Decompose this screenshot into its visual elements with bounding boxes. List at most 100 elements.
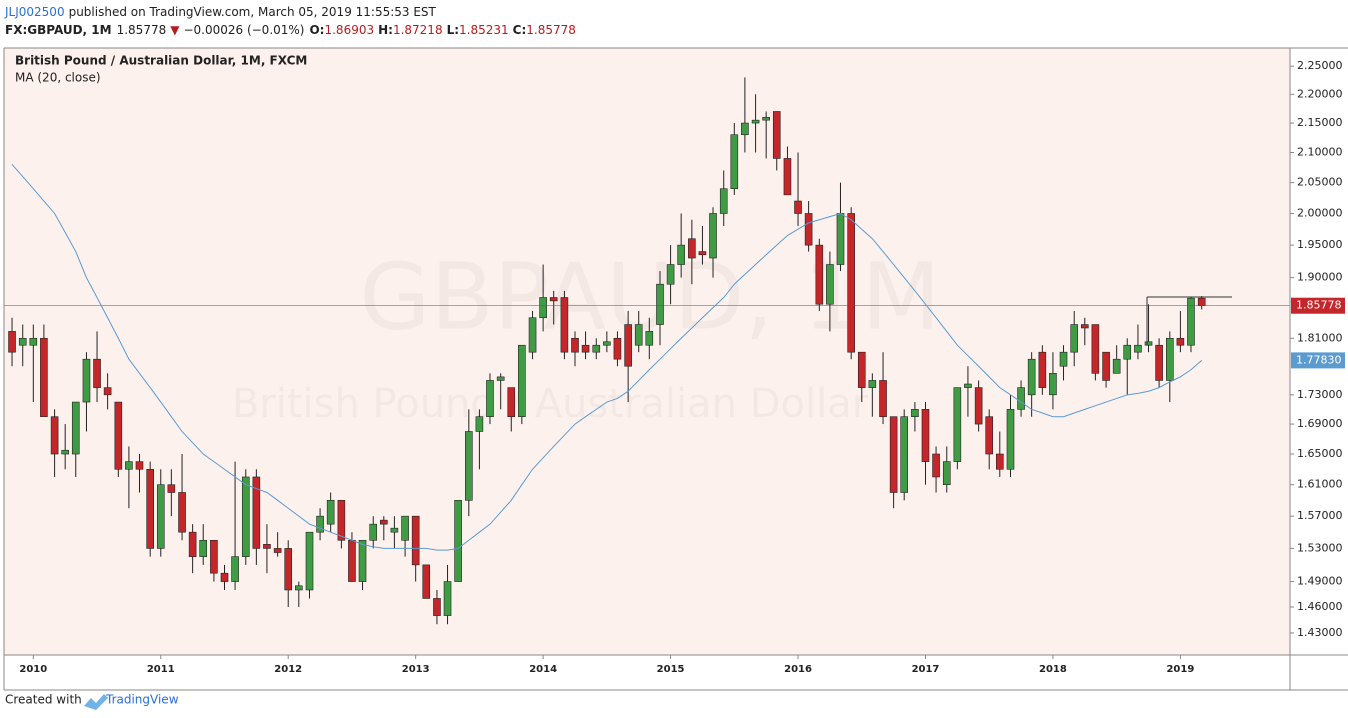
y-tick-label: 1.81000 (1297, 331, 1343, 344)
candle-body (167, 484, 176, 493)
candle-body (252, 476, 261, 549)
x-tick-label: 2014 (529, 664, 557, 675)
candle-body (1006, 409, 1015, 470)
x-tick-label: 2018 (1039, 664, 1067, 675)
candle-body (50, 416, 59, 455)
change-arrow: ▼ (170, 23, 180, 37)
candle-body (188, 531, 197, 557)
y-tick-label: 2.10000 (1297, 145, 1343, 158)
candle-body (294, 585, 303, 591)
candle-body (284, 548, 293, 591)
candle-body (772, 111, 781, 159)
ohlc-label: O: (309, 23, 324, 37)
candle-body (40, 337, 48, 417)
moving-average-line (11, 164, 1203, 551)
ma-badge (1291, 352, 1345, 369)
candle-body (804, 213, 813, 246)
candle-body (698, 251, 707, 256)
footer-brand[interactable]: TradingView (105, 693, 179, 707)
candle-body (273, 548, 282, 553)
candle-body (135, 461, 144, 470)
y-tick-label: 1.69000 (1297, 417, 1343, 430)
y-tick-label: 2.25000 (1297, 59, 1343, 72)
candle-body (1091, 324, 1100, 374)
candle-body (114, 401, 123, 470)
candle-body (316, 515, 324, 533)
header-line-1: JLJ002500 published on TradingView.com, M… (4, 5, 437, 19)
candle-body (942, 461, 951, 486)
candle-body (82, 358, 91, 403)
candle-body (995, 453, 1004, 470)
candle-body (146, 468, 154, 549)
y-tick-label: 2.15000 (1297, 116, 1343, 129)
last-price-label: 1.85778 (1296, 299, 1342, 312)
candle-body (199, 539, 208, 557)
candle-body (18, 337, 27, 346)
last-price-badge (1291, 297, 1345, 314)
candle-body (358, 539, 367, 582)
y-tick-label: 1.49000 (1297, 575, 1343, 588)
candle-body (220, 572, 229, 582)
candle-body (953, 387, 962, 462)
candle-body (857, 351, 866, 388)
chart-title: British Pound / Australian Dollar, 1M, F… (15, 54, 307, 68)
candle-body (1049, 373, 1057, 396)
ohlc-label: L: (447, 23, 459, 37)
y-tick-label: 2.00000 (1297, 206, 1343, 219)
candle-body (656, 283, 664, 325)
candle-body (1197, 297, 1206, 307)
author[interactable]: JLJ002500 (4, 5, 65, 19)
candle-body (549, 297, 558, 302)
candle-body (985, 416, 994, 455)
candle-body (433, 598, 441, 616)
candle-body (783, 158, 792, 196)
candle-body (624, 324, 632, 367)
candle-body (390, 527, 399, 533)
candle-body (71, 401, 80, 455)
candle-body (1038, 351, 1047, 388)
x-tick-label: 2013 (402, 664, 430, 675)
candle-body (836, 213, 845, 265)
candle-body (592, 344, 601, 353)
candle-body (815, 244, 824, 305)
y-tick-label: 1.53000 (1297, 541, 1343, 554)
published: published on TradingView.com, March 05, … (69, 5, 437, 19)
legend-entry: MA (20, close) (15, 71, 101, 85)
watermark-description: British Pound / Australian Dollar (232, 381, 869, 427)
candle-body (401, 515, 409, 541)
x-tick-label: 2011 (147, 664, 175, 675)
candle-body (29, 337, 38, 346)
axes: 2.25000 2.20000 2.15000 2.10000 2.05000 2.000… (19, 59, 1345, 675)
candle-body (613, 337, 622, 360)
ohlc-value: 1.85778 (526, 23, 576, 37)
candle-body (1112, 358, 1121, 374)
candle-body (1144, 341, 1153, 346)
logo-icon (84, 694, 108, 710)
candle-body (1176, 337, 1185, 346)
candle-body (326, 500, 335, 525)
footer-text: Created with (5, 693, 82, 707)
candle-body (178, 492, 186, 533)
y-tick-label: 1.65000 (1297, 447, 1343, 460)
candle-body (125, 461, 133, 470)
candle-body (210, 539, 218, 574)
ohlc-value: 1.86903 (324, 23, 374, 37)
ohlc-label: C: (513, 23, 527, 37)
candle-body (677, 244, 685, 265)
y-tick-label: 1.61000 (1297, 478, 1343, 491)
candle-body (422, 564, 431, 599)
candle-body (305, 531, 314, 591)
candle-body (528, 317, 537, 353)
tradingview-logo (84, 694, 108, 710)
candle-body (581, 344, 590, 353)
candle-body (911, 409, 919, 417)
candle-body (93, 358, 101, 388)
candle-body (1027, 358, 1036, 396)
candle-body (826, 264, 834, 305)
candle-body (156, 484, 165, 549)
ohlc-label: H: (378, 23, 393, 37)
candle-body (666, 264, 675, 285)
y-tick-label: 1.57000 (1297, 509, 1343, 522)
header-line-2: FX:GBPAUD, 1M 1.85778 ▼ −0.00026 (−0.01%) O:… (5, 23, 576, 37)
change: −0.00026 (−0.01%) (183, 23, 304, 37)
